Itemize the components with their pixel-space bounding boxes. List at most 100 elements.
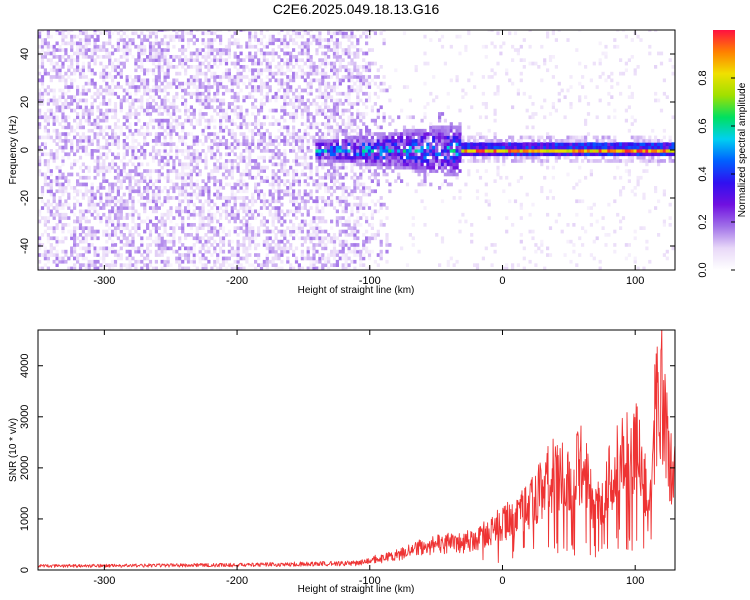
spectrogram-cell xyxy=(55,128,59,133)
spectrogram-cell xyxy=(443,155,447,160)
spectrogram-cell xyxy=(309,263,313,267)
spectrogram-cell xyxy=(46,175,50,180)
spectrogram-cell xyxy=(210,243,214,247)
spectrogram-cell xyxy=(294,172,299,177)
spectrogram-cell xyxy=(365,125,369,130)
spectrogram-cell xyxy=(365,112,369,116)
spectrogram-cell xyxy=(198,30,202,32)
spectrogram-cell xyxy=(73,212,77,217)
spectrogram-cell xyxy=(78,223,83,227)
spectrogram-cell xyxy=(365,266,369,270)
spectrogram-cell xyxy=(297,182,301,187)
spectrogram-cell xyxy=(274,51,278,56)
spectrogram-cell xyxy=(440,162,445,167)
spectrogram-cell xyxy=(210,44,214,49)
spectrogram-cell xyxy=(420,162,424,167)
spectrogram-cell xyxy=(195,65,199,69)
spectrogram-cell xyxy=(184,68,188,73)
spectrogram-cell xyxy=(338,31,342,36)
spectrogram-cell xyxy=(335,125,339,130)
spectrogram-cell xyxy=(99,266,103,270)
spectrogram-cell xyxy=(221,142,226,146)
spectrogram-cell xyxy=(341,102,345,106)
spectrogram-cell xyxy=(55,253,59,257)
spectrogram-cell xyxy=(181,135,185,140)
spectrogram-cell xyxy=(134,91,138,96)
spectrogram-cell xyxy=(315,105,319,110)
spectrogram-cell xyxy=(201,91,205,96)
spectrogram-cell xyxy=(359,112,363,116)
spectrogram-cell xyxy=(382,132,386,136)
spectrogram-cell xyxy=(137,155,141,160)
spectrogram-cell xyxy=(38,44,42,49)
spectrogram-cell xyxy=(274,249,278,254)
spectrogram-cell xyxy=(84,102,88,106)
spectrogram-cell xyxy=(257,169,261,173)
spectrogram-cell xyxy=(52,192,56,197)
spectrogram-cell xyxy=(318,122,322,126)
spectrogram-cell xyxy=(405,159,410,163)
spectrogram-cell xyxy=(379,162,383,167)
spectrogram-cell xyxy=(134,61,138,66)
spectrogram-cell xyxy=(411,162,415,167)
spectrogram-cell xyxy=(221,48,226,52)
spectrogram-cell xyxy=(137,44,141,49)
spectrogram-cell xyxy=(303,165,307,170)
spectrogram-cell xyxy=(87,209,91,214)
spectrogram-cell xyxy=(268,155,272,160)
spectrogram-cell xyxy=(128,95,132,99)
spectrogram-cell xyxy=(423,182,427,187)
spectrogram-cell xyxy=(353,44,357,49)
spectrogram-cell xyxy=(175,196,179,200)
spectrogram-cell xyxy=(64,199,68,204)
spectrogram-cell xyxy=(70,233,74,237)
spectrogram-cell xyxy=(414,139,418,143)
spectrogram-cell xyxy=(344,48,348,52)
spectrogram-cell xyxy=(312,236,316,241)
spectrogram-cell xyxy=(204,233,208,237)
spectrogram-cell xyxy=(204,263,208,267)
spectrogram-cell xyxy=(332,88,337,93)
spectrogram-cell xyxy=(169,55,173,59)
spectrogram-cell xyxy=(73,71,77,76)
spectrogram-cell xyxy=(137,51,141,56)
spectrogram-cell xyxy=(292,223,296,227)
spectrogram-cell xyxy=(248,263,252,267)
spectrogram-cell xyxy=(315,145,319,150)
spectrogram-cell xyxy=(73,68,77,73)
spectrogram-cell xyxy=(105,51,109,56)
spectrogram-cell xyxy=(134,223,138,227)
spectrogram-cell xyxy=(347,155,351,160)
spectrogram-cell xyxy=(274,256,278,261)
spectrogram-cell xyxy=(271,41,275,46)
spectrogram-cell xyxy=(181,165,185,170)
spectrogram-cell xyxy=(157,65,161,69)
spectrogram-cell xyxy=(93,118,97,123)
spectrogram-cell xyxy=(146,192,150,197)
spectrogram-cell xyxy=(90,186,94,190)
spectrogram-cell xyxy=(116,31,120,36)
spectrogram-cell xyxy=(315,236,319,241)
spectrogram-cell xyxy=(324,259,328,264)
spectrogram-cell xyxy=(230,162,234,167)
spectrogram-cell xyxy=(93,91,97,96)
spectrogram-cell xyxy=(140,196,144,200)
spectrogram-cell xyxy=(154,81,158,86)
spectrogram-cell xyxy=(321,112,325,116)
spectrogram-cell xyxy=(207,216,211,220)
spectrogram-cell xyxy=(251,112,255,116)
spectrogram-cell xyxy=(201,202,205,207)
spectrogram-cell xyxy=(379,135,383,140)
spectrogram-cell xyxy=(151,95,156,99)
spectrogram-cell xyxy=(46,128,50,133)
spectrogram-cell xyxy=(204,75,208,79)
spectrogram-cell xyxy=(332,81,337,86)
spectrogram-cell xyxy=(321,165,325,170)
spectrogram-cell xyxy=(195,118,199,123)
spectrogram-cell xyxy=(373,152,377,157)
spectrogram-cell xyxy=(239,179,243,183)
spectrogram-cell xyxy=(105,118,109,123)
spectrogram-cell xyxy=(294,206,299,210)
spectrogram-cell xyxy=(277,38,281,42)
spectrogram-cell xyxy=(414,132,418,136)
